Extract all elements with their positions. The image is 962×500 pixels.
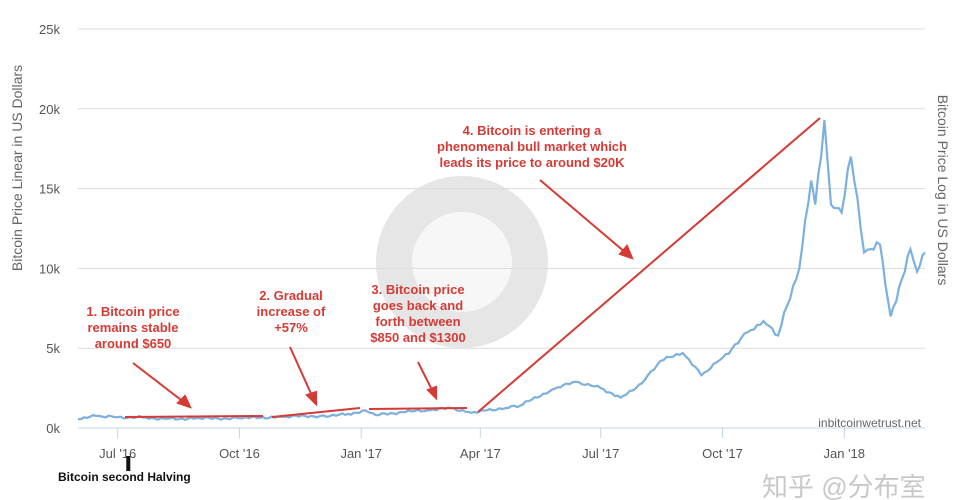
annotation-1: 1. Bitcoin price remains stable around $…	[86, 304, 179, 351]
halving-label: Bitcoin second Halving	[58, 470, 191, 484]
x-tick-label: Jan '18	[824, 446, 866, 461]
y-tick-label: 5k	[46, 341, 60, 356]
x-tick-label: Oct '16	[219, 446, 260, 461]
annotation-3-line: 3. Bitcoin price	[371, 282, 464, 297]
x-tick-label: Jan '17	[340, 446, 382, 461]
annotation-3-line: goes back and	[373, 298, 463, 313]
y-tick-label: 15k	[39, 182, 60, 197]
halving-marker	[126, 456, 131, 471]
annotation-2-line: increase of	[257, 304, 326, 319]
y-tick-label: 20k	[39, 102, 60, 117]
y-axis-label-left: Bitcoin Price Linear in US Dollars	[9, 65, 25, 271]
range-line-1	[124, 415, 264, 418]
range-line-3	[368, 407, 468, 410]
y-axis-label-right: Bitcoin Price Log in US Dollars	[935, 95, 951, 286]
y-tick-label: 25k	[39, 22, 60, 37]
annotation-2-line: +57%	[274, 320, 308, 335]
bull-trend-line	[477, 117, 821, 413]
price-line	[77, 119, 926, 421]
arrow-4-head	[618, 244, 634, 260]
x-tick-label: Jul '16	[99, 446, 136, 461]
arrow-2	[289, 346, 314, 399]
arrow-1	[132, 362, 186, 404]
x-ticks: Jul '16 Oct '16 Jan '17 Apr '17 Jul '17 Oct '…	[99, 428, 865, 461]
arrow-3-head	[426, 385, 437, 401]
annotation-3-line: forth between	[375, 314, 460, 329]
arrow-1-head	[176, 394, 192, 409]
arrow-4	[539, 179, 627, 254]
x-tick-label: Jul '17	[582, 446, 619, 461]
arrow-3	[417, 361, 434, 393]
y-tick-label: 0k	[46, 421, 60, 436]
annotation-3-line: $850 and $1300	[370, 330, 465, 345]
range-line-2	[271, 407, 361, 418]
logo-watermark	[376, 176, 548, 348]
annotation-2-line: 2. Gradual	[259, 288, 323, 303]
annotation-4-line: 4. Bitcoin is entering a	[463, 123, 602, 138]
x-tick-label: Apr '17	[460, 446, 501, 461]
annotation-1-line: remains stable	[87, 320, 178, 335]
logo-watermark-inner	[412, 212, 512, 312]
site-watermark: 知乎 @分布室	[762, 472, 926, 500]
arrow-2-head	[305, 390, 317, 407]
annotation-1-line: around $650	[95, 336, 172, 351]
annotation-1-line: 1. Bitcoin price	[86, 304, 179, 319]
annotation-3: 3. Bitcoin price goes back and forth bet…	[370, 282, 465, 345]
annotation-2: 2. Gradual increase of +57%	[257, 288, 326, 335]
x-tick-label: Oct '17	[702, 446, 743, 461]
grid	[78, 28, 925, 429]
y-ticks: 0k 5k 10k 15k 20k 25k	[39, 22, 60, 436]
annotation-marks	[124, 117, 821, 418]
credit-text: inbitcoinwetrust.net	[818, 416, 921, 430]
annotation-4-line: phenomenal bull market which	[437, 139, 627, 154]
annotation-4-line: leads its price to around $20K	[440, 155, 626, 170]
annotation-4: 4. Bitcoin is entering a phenomenal bull…	[437, 123, 627, 170]
y-tick-label: 10k	[39, 261, 60, 276]
